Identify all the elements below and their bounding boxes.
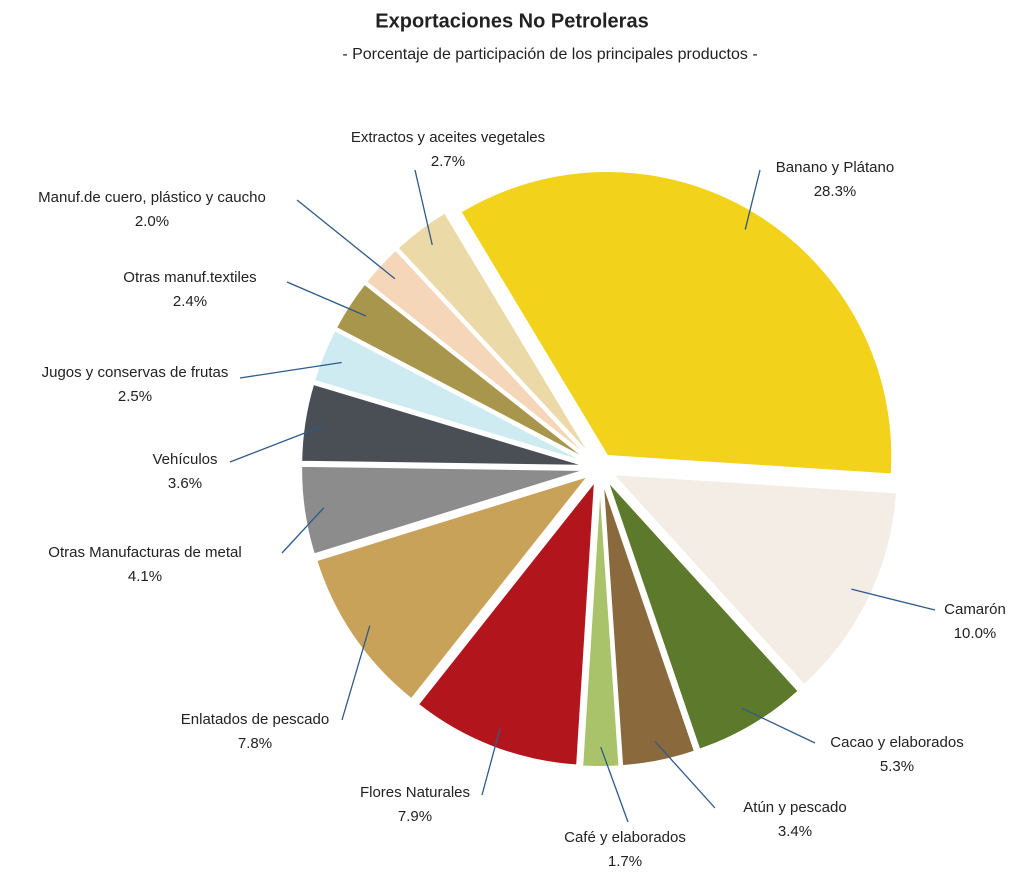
pie-slice — [606, 479, 801, 751]
pie-slice — [300, 382, 587, 467]
slice-label: Atún y pescado — [743, 799, 846, 816]
slice-value-label: 3.4% — [778, 823, 812, 840]
leader-line — [481, 728, 501, 796]
pie-slice — [334, 282, 589, 462]
slice-label: Otras Manufacturas de metal — [48, 544, 241, 561]
leader-line — [414, 169, 433, 246]
leader-line — [286, 281, 367, 317]
pie-slice — [300, 464, 587, 556]
slice-value-label: 4.1% — [128, 568, 162, 585]
chart-subtitle: - Porcentaje de participación de los pri… — [342, 46, 757, 63]
slice-value-label: 2.0% — [135, 213, 169, 230]
slice-value-label: 1.7% — [608, 853, 642, 870]
slice-label: Flores Naturales — [360, 784, 470, 801]
pie-slice — [610, 472, 899, 687]
pie-slice — [396, 211, 593, 458]
slice-label: Vehículos — [152, 451, 217, 468]
slice-label: Camarón — [944, 601, 1006, 618]
slice-value-label: 28.3% — [814, 183, 857, 200]
slice-label: Café y elaborados — [564, 829, 686, 846]
slice-label: Enlatados de pescado — [181, 711, 329, 728]
leader-line — [600, 746, 629, 823]
slice-label: Manuf.de cuero, plástico y caucho — [38, 189, 266, 206]
slice-value-label: 2.7% — [431, 153, 465, 170]
slice-value-label: 5.3% — [880, 758, 914, 775]
leader-line — [654, 741, 716, 809]
pie-slice — [601, 481, 697, 768]
slice-value-label: 3.6% — [168, 475, 202, 492]
slice-label: Banano y Plátano — [776, 159, 894, 176]
leader-line — [741, 707, 816, 744]
slice-label: Otras manuf.textiles — [123, 269, 256, 286]
slice-label: Jugos y conservas de frutas — [42, 364, 229, 381]
leader-line — [229, 424, 325, 463]
leader-line — [744, 169, 761, 230]
slice-value-label: 7.9% — [398, 808, 432, 825]
leader-line — [851, 588, 936, 611]
pie-slice — [459, 170, 894, 476]
slice-value-label: 10.0% — [954, 625, 997, 642]
slice-label: Extractos y aceites vegetales — [351, 129, 545, 146]
pie-slice — [416, 477, 597, 767]
pie-slice — [314, 474, 592, 701]
slice-value-label: 7.8% — [238, 735, 272, 752]
leader-line — [239, 361, 342, 379]
pie-slice — [364, 248, 591, 460]
slice-label: Cacao y elaborados — [830, 734, 963, 751]
leader-line — [296, 199, 396, 280]
leader-line — [281, 507, 325, 554]
slice-value-label: 2.5% — [118, 388, 152, 405]
slice-value-label: 2.4% — [173, 293, 207, 310]
leader-line — [341, 625, 371, 721]
chart-title: Exportaciones No Petroleras — [375, 10, 648, 32]
pie-slice — [312, 328, 588, 464]
pie-slice — [581, 481, 621, 768]
